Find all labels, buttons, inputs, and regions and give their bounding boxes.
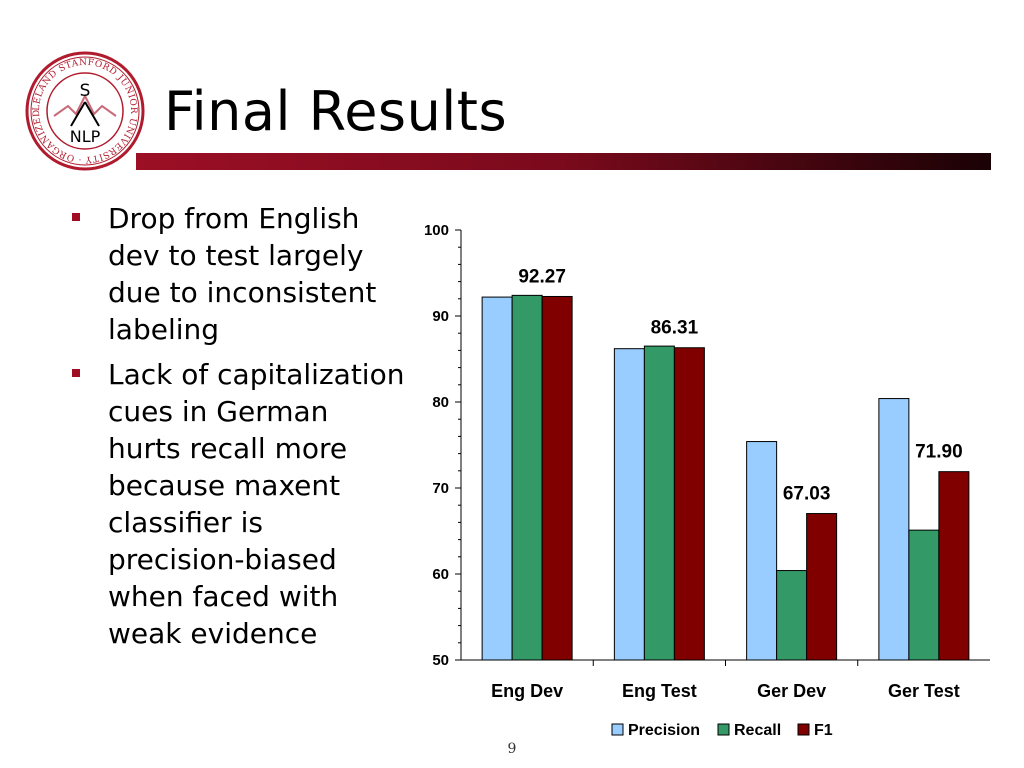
bar-recall [643,345,675,661]
y-tick-label: 60 [432,566,449,583]
x-category-label: Eng Test [622,681,697,701]
bullet-marker-icon [72,369,80,377]
page-number: 9 [507,741,517,757]
bar-recall [776,570,808,661]
bar-f1 [673,347,705,661]
title-divider-bar [136,153,991,170]
y-tick-label: 100 [424,222,449,239]
bullet-marker-icon [72,213,80,221]
legend-label: Precision [628,722,700,739]
bullet-text: Lack of capitalization cues in German hu… [108,358,405,650]
bar-f1 [938,471,970,661]
x-category-label: Eng Dev [491,681,563,701]
stanford-nlp-logo: LELAND STANFORD JUNIOR UNIVERSITY · ORGA… [24,50,145,171]
legend-label: F1 [814,722,833,739]
logo-letter: S [80,81,91,101]
legend-label: Recall [734,722,781,739]
data-label: 67.03 [783,484,831,505]
bullet-item: Drop from English dev to test largely du… [68,200,408,348]
y-tick-label: 80 [432,394,449,411]
bullet-text: Drop from English dev to test largely du… [108,202,377,346]
data-label: 71.90 [915,442,963,463]
results-bar-chart: 50 60 70 80 90 100 92.27 Eng Dev 86.31 Eng Test 67… [424,222,990,739]
bar-f1 [541,295,573,661]
bar-precision [746,441,778,661]
bar-recall [511,294,543,661]
x-category-label: Ger Dev [757,681,826,701]
bar-f1 [806,513,838,661]
bullet-list: Drop from English dev to test largely du… [68,200,408,660]
x-category-label: Ger Test [888,681,960,701]
bar-precision [878,398,910,661]
legend-swatch-recall [717,723,730,736]
bar-recall [908,529,940,661]
y-tick-label: 50 [432,652,449,669]
legend-swatch-precision [611,723,624,736]
y-tick-label: 90 [432,308,449,325]
bullet-item: Lack of capitalization cues in German hu… [68,356,408,652]
bar-precision [481,296,513,661]
bar-precision [613,348,645,661]
logo-label: NLP [70,127,101,146]
y-tick-label: 70 [432,480,449,497]
legend-swatch-f1 [797,723,810,736]
slide-title: Final Results [164,80,508,143]
data-label: 92.27 [518,266,566,287]
data-label: 86.31 [651,318,699,339]
